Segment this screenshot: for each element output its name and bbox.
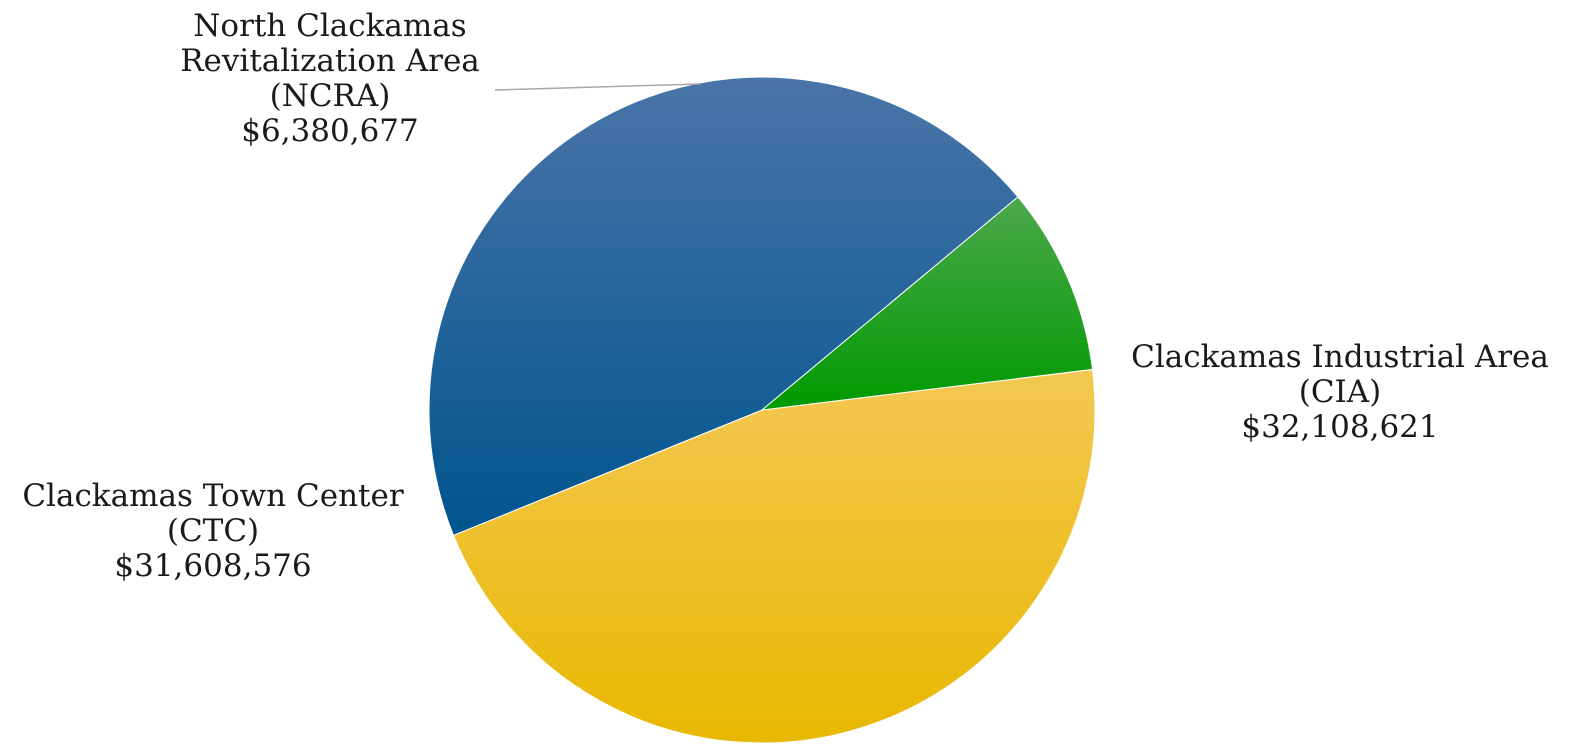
- data-label-value: $32,108,621: [1241, 409, 1438, 445]
- leader-line-2: [494, 83, 701, 91]
- data-label-1: Clackamas Town Center (CTC) $31,608,576: [22, 478, 404, 584]
- slices-layer: [428, 76, 1096, 744]
- pie-slice-1: [428, 76, 1019, 536]
- leader-lines-layer: [494, 83, 701, 91]
- data-label-0: Clackamas Industrial Area (CIA) $32,108,62…: [1131, 339, 1549, 445]
- data-label-value: $6,380,677: [241, 113, 419, 149]
- pie-slice-0: [452, 368, 1096, 744]
- data-label-line: (CIA): [1299, 374, 1382, 410]
- data-label-line: Clackamas Town Center: [22, 478, 404, 514]
- data-label-line: Clackamas Industrial Area: [1131, 339, 1549, 375]
- data-label-line: (CTC): [167, 513, 259, 549]
- data-labels-layer: Clackamas Industrial Area (CIA) $32,108,62…: [22, 8, 1549, 584]
- data-label-line: North Clackamas: [193, 8, 466, 44]
- data-label-value: $31,608,576: [114, 548, 311, 584]
- pie-slice-2: [760, 196, 1094, 411]
- data-label-2: North Clackamas Revitalization Area (NCRA)…: [180, 8, 480, 149]
- data-label-line: Revitalization Area: [180, 43, 480, 79]
- data-label-line: (NCRA): [270, 78, 391, 114]
